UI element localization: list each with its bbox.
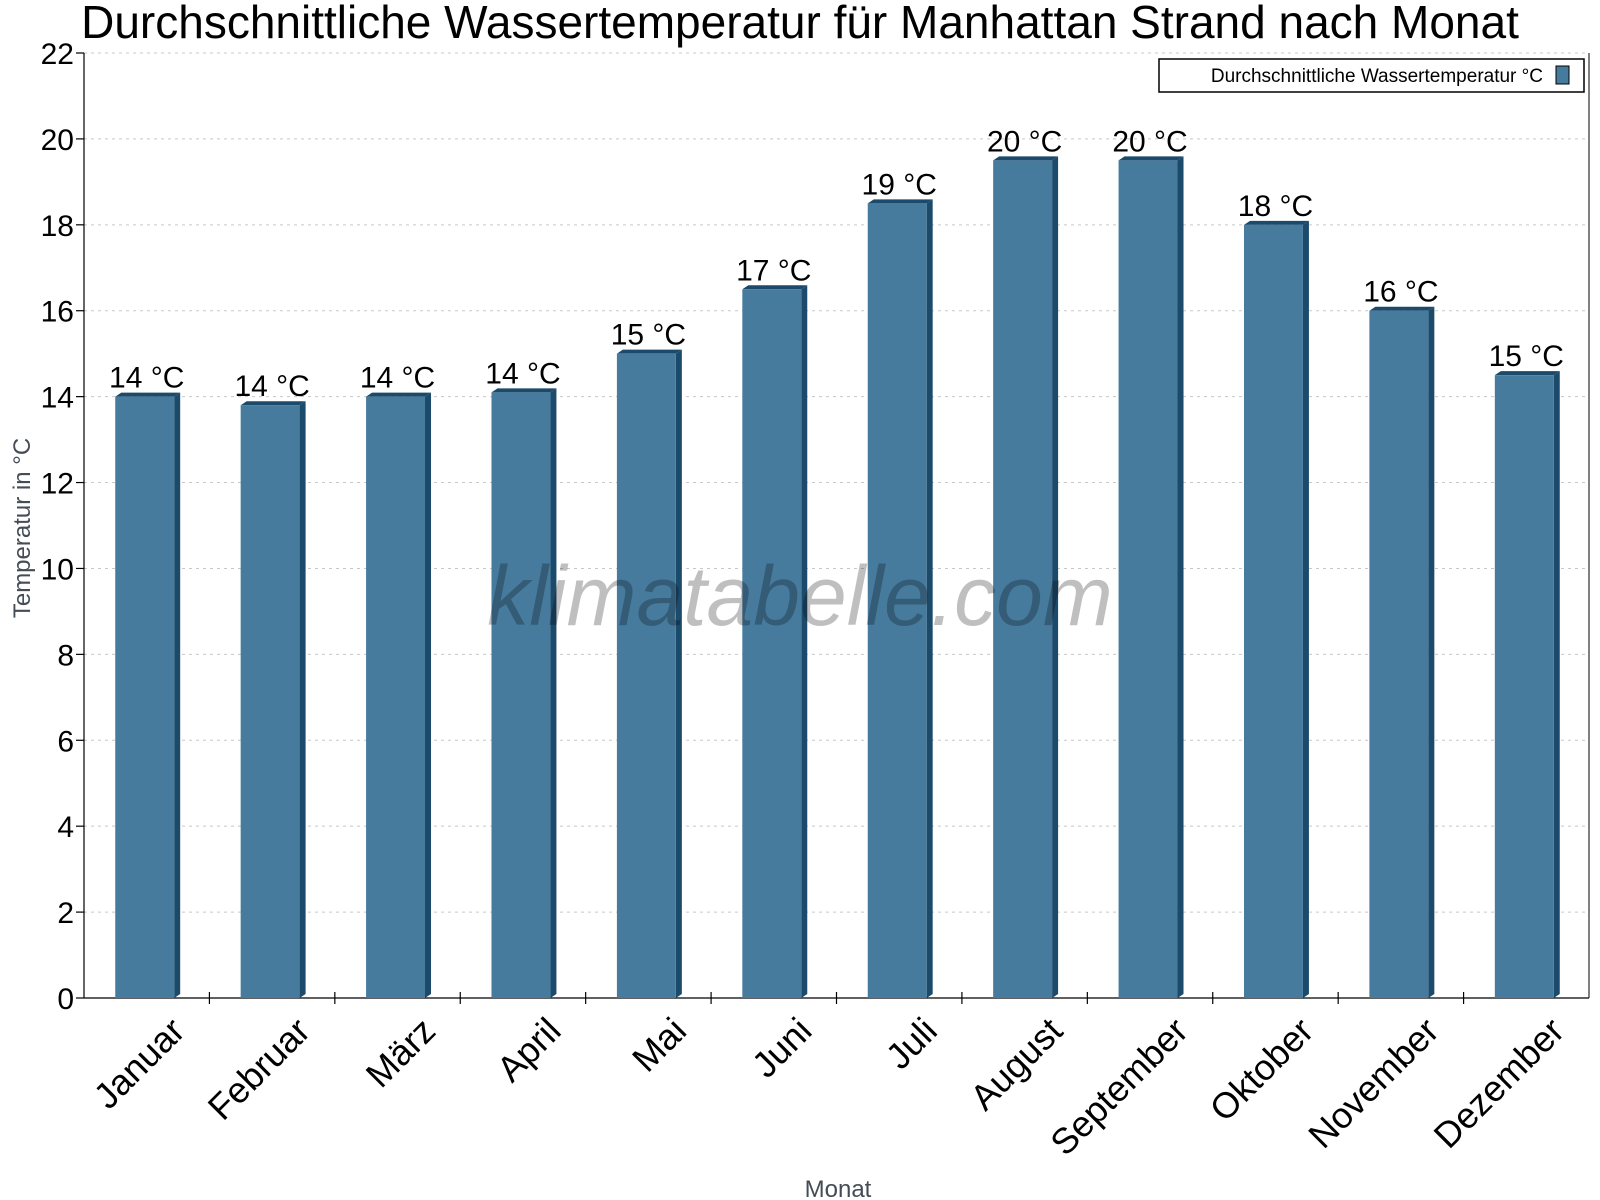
- bar-side: [1302, 220, 1309, 998]
- bars: [115, 156, 1560, 999]
- legend-swatch: [1555, 65, 1570, 85]
- bar-top: [1243, 220, 1309, 225]
- y-tick-label: 18: [41, 210, 74, 243]
- bar-top: [1118, 156, 1184, 161]
- x-tick-label: April: [489, 1010, 569, 1090]
- x-tick-label: März: [358, 1010, 444, 1096]
- bar-top: [993, 156, 1059, 161]
- bar-februar: [240, 401, 306, 998]
- y-tick-label: 4: [57, 811, 74, 844]
- y-tick-label: 14: [41, 382, 74, 415]
- x-tick-label: August: [962, 1010, 1070, 1118]
- y-tick-label: 16: [41, 296, 74, 329]
- bar-top: [1494, 371, 1560, 376]
- bar-front: [1118, 160, 1178, 999]
- x-tick-label: Oktober: [1202, 1010, 1322, 1130]
- bar-front: [993, 160, 1053, 999]
- data-label: 20 °C: [987, 125, 1062, 158]
- bar-november: [1369, 306, 1435, 998]
- x-tick-label: November: [1300, 1010, 1446, 1156]
- y-tick-label: 2: [57, 897, 74, 930]
- x-tick-label: Juni: [744, 1010, 820, 1086]
- data-label: 14 °C: [234, 370, 309, 403]
- y-tick-label: 22: [41, 38, 74, 71]
- y-axis-ticks: 0 2 4 6 8 10 12 14 16 18 20 22: [41, 38, 84, 1016]
- grid-lines: [84, 52, 1589, 913]
- x-axis-label: Monat: [805, 1176, 872, 1200]
- x-tick-label: September: [1042, 1010, 1196, 1164]
- bar-front: [1369, 310, 1429, 998]
- bar-august: [993, 156, 1059, 999]
- bar-side: [1177, 156, 1184, 999]
- bar-side: [425, 392, 432, 998]
- watermark: klimatabelle.com: [487, 549, 1113, 643]
- bar-mai: [616, 349, 682, 998]
- data-label: 14 °C: [485, 357, 560, 390]
- bar-side: [801, 285, 808, 998]
- x-tick-label: Januar: [86, 1010, 193, 1117]
- bar-front: [867, 203, 927, 998]
- legend: Durchschnittliche Wassertemperatur °C: [1158, 58, 1585, 93]
- bar-dezember: [1494, 371, 1560, 999]
- x-axis-ticks: Januar Februar März April Mai Juni Juli AugustS…: [86, 992, 1572, 1163]
- bar-front: [1243, 224, 1303, 998]
- bar-side: [299, 401, 306, 998]
- bar-top: [742, 285, 808, 290]
- bar-side: [550, 388, 557, 998]
- bar-top: [491, 388, 557, 393]
- bar-side: [675, 349, 682, 998]
- y-tick-label: 20: [41, 124, 74, 157]
- data-label: 14 °C: [109, 362, 184, 395]
- bar-januar: [115, 392, 181, 998]
- bar-september: [1118, 156, 1184, 999]
- bar-front: [366, 396, 426, 998]
- bar-juli: [867, 199, 933, 998]
- bar-front: [742, 289, 802, 998]
- y-tick-label: 12: [41, 468, 74, 501]
- data-label: 15 °C: [1489, 340, 1564, 373]
- data-label: 20 °C: [1112, 125, 1187, 158]
- bar-oktober: [1243, 220, 1309, 998]
- y-tick-label: 0: [57, 983, 74, 1016]
- bar-front: [616, 353, 676, 998]
- data-label: 14 °C: [360, 362, 435, 395]
- bar-front: [1494, 375, 1554, 999]
- bar-side: [926, 199, 933, 998]
- x-tick-label: Dezember: [1426, 1010, 1572, 1156]
- bar-front: [115, 396, 175, 998]
- data-label: 16 °C: [1363, 276, 1438, 309]
- bar-top: [616, 349, 682, 354]
- axes: [83, 53, 1590, 999]
- bar-front: [240, 405, 300, 998]
- data-label: 15 °C: [611, 319, 686, 352]
- bar-side: [1553, 371, 1560, 999]
- bar-märz: [366, 392, 432, 998]
- y-tick-label: 6: [57, 725, 74, 758]
- bar-top: [115, 392, 181, 397]
- y-axis-label: Temperatur in °C: [9, 438, 36, 618]
- bar-top: [366, 392, 432, 397]
- legend-label: Durchschnittliche Wassertemperatur °C: [1211, 66, 1543, 87]
- y-tick-label: 8: [57, 639, 74, 672]
- bar-april: [491, 388, 557, 998]
- chart-title: Durchschnittliche Wassertemperatur für M…: [81, 0, 1519, 48]
- data-label: 17 °C: [736, 254, 811, 287]
- bar-top: [240, 401, 306, 406]
- y-tick-label: 10: [41, 553, 74, 586]
- x-tick-label: Februar: [200, 1010, 318, 1128]
- data-label: 19 °C: [862, 168, 937, 201]
- data-label: 18 °C: [1238, 190, 1313, 223]
- bar-front: [491, 392, 551, 998]
- legend-box: [1158, 58, 1585, 93]
- bar-top: [1369, 306, 1435, 311]
- data-labels: 14 °C 14 °C 14 °C 14 °C 15 °C 17 °C 19 °C 20 °C…: [109, 125, 1564, 403]
- bar-side: [1052, 156, 1059, 999]
- bar-side: [1428, 306, 1435, 998]
- x-tick-label: Juli: [878, 1010, 945, 1077]
- x-tick-label: Mai: [624, 1010, 694, 1080]
- bar-side: [174, 392, 181, 998]
- bar-juni: [742, 285, 808, 998]
- bar-top: [867, 199, 933, 204]
